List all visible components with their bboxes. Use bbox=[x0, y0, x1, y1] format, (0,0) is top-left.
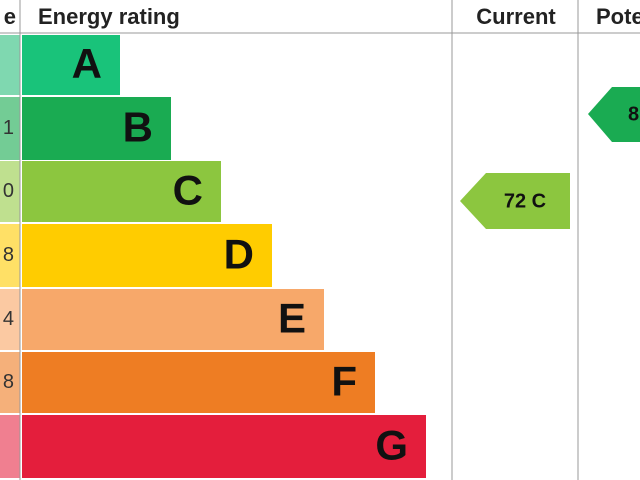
potential-arrow bbox=[588, 87, 640, 142]
rating-bar bbox=[22, 224, 272, 287]
score-cell bbox=[0, 289, 20, 350]
score-cell bbox=[0, 97, 20, 160]
current-arrow bbox=[460, 173, 570, 229]
score-range: 8 bbox=[3, 244, 14, 266]
rating-letter: C bbox=[173, 167, 203, 214]
rating-bar bbox=[22, 35, 120, 95]
score-cell bbox=[0, 415, 20, 478]
current-rating: 72 C bbox=[504, 190, 546, 212]
score-cell bbox=[0, 352, 20, 413]
rating-letter: A bbox=[72, 40, 102, 87]
score-range: 0 bbox=[3, 180, 14, 202]
rating-letter: B bbox=[123, 104, 153, 151]
score-range: 8 bbox=[3, 371, 14, 393]
rating-letter: D bbox=[224, 231, 254, 278]
header-current: Current bbox=[476, 4, 556, 29]
rating-letter: F bbox=[331, 358, 357, 405]
rating-bar bbox=[22, 289, 324, 350]
score-range: 4 bbox=[3, 308, 14, 330]
rating-bar bbox=[22, 97, 171, 160]
score-cell bbox=[0, 161, 20, 222]
rating-bar bbox=[22, 415, 426, 478]
score-cell bbox=[0, 224, 20, 287]
header-rating: Energy rating bbox=[38, 4, 180, 29]
score-cell bbox=[0, 35, 20, 95]
rating-letter: E bbox=[278, 295, 306, 342]
rating-letter: G bbox=[375, 422, 408, 469]
header-potential: Pote bbox=[596, 4, 640, 29]
score-range: 1 bbox=[3, 117, 14, 139]
header-score: e bbox=[4, 4, 16, 29]
rating-bar bbox=[22, 352, 375, 413]
potential-rating: 8 bbox=[628, 103, 639, 125]
rating-bar bbox=[22, 161, 221, 222]
